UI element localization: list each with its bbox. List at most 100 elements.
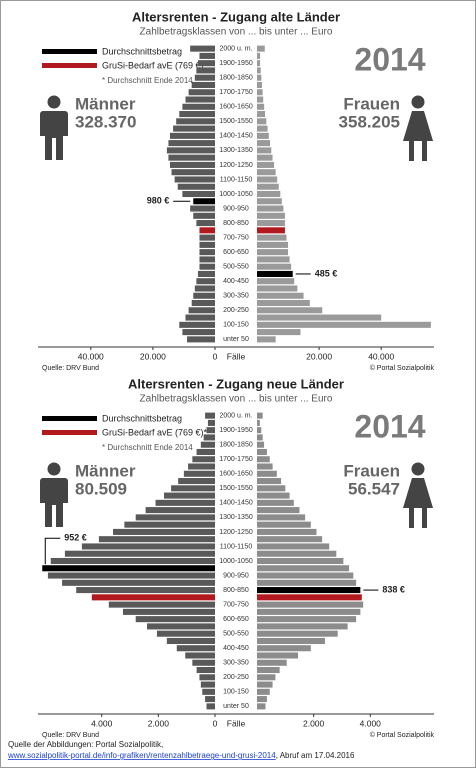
- category-label: 400-450: [223, 645, 249, 652]
- bar: [166, 637, 215, 644]
- category-label: 1500-1550: [219, 485, 253, 492]
- bar: [257, 241, 289, 248]
- legend-label: GruSi-Bedarf avE (769 €)*: [102, 427, 208, 437]
- source-right: © Portal Sozialpolitik: [370, 364, 435, 372]
- bar: [257, 674, 276, 681]
- bar: [257, 441, 265, 448]
- bar: [257, 616, 357, 623]
- chart-subtitle: Zahlbetragsklassen von ... bis unter ...…: [140, 27, 333, 38]
- annotation: 980 €: [147, 196, 170, 206]
- legend-swatch: [42, 63, 97, 68]
- bar: [193, 212, 215, 219]
- bar: [155, 499, 215, 506]
- bar: [166, 147, 215, 154]
- bar: [168, 140, 215, 147]
- bar: [191, 299, 215, 307]
- bar: [188, 307, 215, 314]
- bar: [199, 227, 215, 234]
- bar: [257, 132, 269, 139]
- category-label: 700-750: [223, 234, 249, 241]
- bar: [62, 579, 216, 586]
- annotation-line: [44, 537, 61, 565]
- legend-swatch: [42, 49, 97, 54]
- bar: [257, 507, 300, 514]
- category-label: 200-250: [223, 307, 249, 314]
- bar: [257, 336, 276, 343]
- bar: [257, 652, 299, 659]
- bar: [257, 249, 289, 256]
- bar: [196, 278, 215, 285]
- category-label: 300-350: [223, 293, 249, 300]
- bar: [169, 161, 215, 168]
- footer-retrieved: , Abruf am 17.04.2016: [276, 751, 355, 760]
- bar: [257, 299, 310, 307]
- legend-label: Durchschnittsbetrag: [102, 413, 182, 423]
- bar: [206, 427, 215, 434]
- bar: [257, 514, 306, 521]
- bar: [257, 74, 262, 81]
- series-total: 80.509: [75, 479, 127, 498]
- bar: [200, 681, 215, 688]
- bar: [257, 263, 292, 270]
- footer-link-anchor[interactable]: www.sozialpolitik-portal.de/info-grafike…: [7, 751, 276, 760]
- x-tick-label: 40.000: [78, 351, 104, 361]
- category-label: 1400-1450: [219, 133, 253, 140]
- bar: [257, 321, 431, 328]
- category-label: 800-850: [223, 220, 249, 227]
- bar: [199, 234, 215, 241]
- x-tick-label: 4.000: [91, 718, 113, 728]
- bar: [164, 492, 215, 499]
- bar: [171, 485, 215, 492]
- bar: [205, 696, 215, 703]
- bar: [257, 688, 270, 695]
- bar: [192, 659, 215, 666]
- bar: [257, 169, 276, 176]
- bar: [188, 89, 215, 96]
- category-label: 700-750: [223, 601, 249, 608]
- bar: [257, 96, 264, 103]
- bar: [257, 463, 273, 470]
- bar: [171, 169, 215, 176]
- bar: [135, 514, 215, 521]
- year: 2014: [354, 408, 425, 444]
- bar: [168, 154, 215, 161]
- series-total: 328.370: [75, 112, 136, 131]
- category-label: 1600-1650: [219, 104, 253, 111]
- x-tick-label: 20.000: [306, 351, 332, 361]
- bar: [257, 550, 337, 557]
- bar: [257, 307, 323, 314]
- bar: [257, 608, 361, 615]
- legend-footnote: * Durchschnitt Ende 2014: [102, 76, 193, 85]
- bar: [257, 478, 282, 485]
- bar: [199, 249, 215, 256]
- bar: [257, 601, 364, 608]
- bar: [257, 52, 261, 59]
- bar: [205, 412, 215, 419]
- bar: [257, 198, 282, 205]
- category-label: 400-450: [223, 278, 249, 285]
- bar: [257, 623, 348, 630]
- bar: [199, 674, 215, 681]
- annotation: 952 €: [64, 533, 87, 543]
- category-label: 500-550: [223, 264, 249, 271]
- bar: [187, 336, 215, 343]
- bar: [257, 212, 285, 219]
- bar: [257, 147, 272, 154]
- category-label: 900-950: [223, 572, 249, 579]
- bar: [202, 688, 215, 695]
- bar: [257, 118, 267, 125]
- category-label: 200-250: [223, 674, 249, 681]
- bar: [257, 227, 285, 234]
- footer-link[interactable]: www.sozialpolitik-portal.de/info-grafike…: [7, 751, 276, 760]
- bar: [257, 154, 273, 161]
- bar: [185, 652, 215, 659]
- series-name: Frauen: [343, 461, 400, 480]
- bar: [156, 630, 215, 637]
- bar: [196, 67, 215, 74]
- bar: [192, 456, 215, 463]
- bar: [257, 81, 262, 89]
- bar: [98, 536, 215, 543]
- bar: [257, 572, 354, 579]
- category-label: 600-650: [223, 616, 249, 623]
- bar: [169, 132, 215, 139]
